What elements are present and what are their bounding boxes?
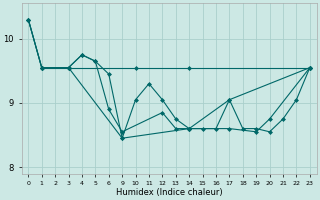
- X-axis label: Humidex (Indice chaleur): Humidex (Indice chaleur): [116, 188, 222, 197]
